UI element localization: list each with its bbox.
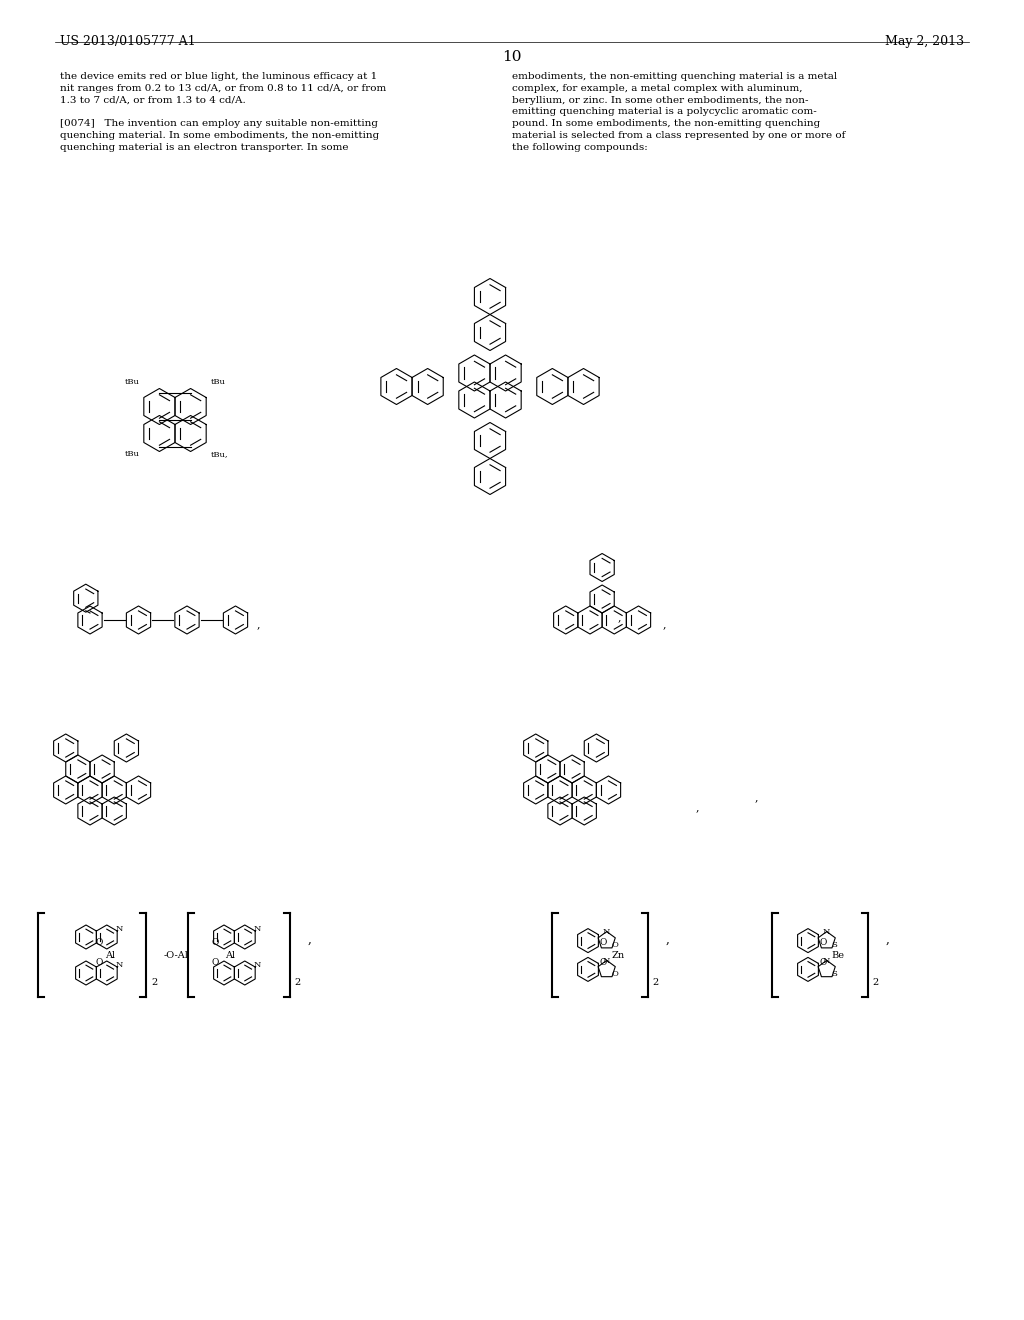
- Text: N: N: [115, 925, 123, 933]
- Text: O: O: [611, 970, 618, 978]
- Text: N: N: [253, 961, 260, 969]
- Text: Al: Al: [104, 950, 115, 960]
- Text: -O-Al: -O-Al: [164, 950, 188, 960]
- Text: ,: ,: [663, 619, 667, 630]
- Text: S: S: [831, 970, 837, 978]
- Text: N: N: [253, 925, 260, 933]
- Text: O: O: [212, 939, 219, 948]
- Text: ,: ,: [886, 933, 890, 946]
- Text: N: N: [822, 957, 829, 965]
- Text: ,: ,: [695, 803, 698, 812]
- Text: embodiments, the non-emitting quenching material is a metal
complex, for example: embodiments, the non-emitting quenching …: [512, 73, 846, 152]
- Text: S: S: [831, 941, 837, 949]
- Text: Zn: Zn: [611, 950, 625, 960]
- Text: 2: 2: [294, 978, 300, 987]
- Text: O: O: [600, 939, 607, 948]
- Text: O: O: [95, 939, 103, 948]
- Text: O: O: [820, 939, 827, 948]
- Text: N: N: [115, 961, 123, 969]
- Text: the device emits red or blue light, the luminous efficacy at 1
nit ranges from 0: the device emits red or blue light, the …: [60, 73, 386, 152]
- Text: ,: ,: [256, 619, 260, 630]
- Text: O: O: [95, 957, 103, 966]
- Text: tBu: tBu: [125, 378, 139, 385]
- Text: O: O: [820, 957, 827, 966]
- Text: 2: 2: [151, 978, 158, 987]
- Text: O: O: [212, 957, 219, 966]
- Text: ,: ,: [755, 792, 759, 803]
- Text: N: N: [822, 928, 829, 936]
- Text: ,: ,: [666, 933, 670, 946]
- Text: 2: 2: [652, 978, 658, 987]
- Text: O: O: [611, 941, 618, 949]
- Text: N: N: [602, 957, 609, 965]
- Text: tBu: tBu: [210, 378, 225, 385]
- Text: ,: ,: [308, 933, 312, 946]
- Text: Al: Al: [225, 950, 236, 960]
- Text: 10: 10: [502, 50, 522, 63]
- Text: ,: ,: [618, 612, 622, 622]
- Text: tBu: tBu: [125, 450, 139, 458]
- Text: US 2013/0105777 A1: US 2013/0105777 A1: [60, 36, 196, 48]
- Text: tBu,: tBu,: [210, 450, 228, 458]
- Text: May 2, 2013: May 2, 2013: [885, 36, 964, 48]
- Text: N: N: [602, 928, 609, 936]
- Text: 2: 2: [872, 978, 879, 987]
- Text: O: O: [600, 957, 607, 966]
- Text: Be: Be: [831, 950, 845, 960]
